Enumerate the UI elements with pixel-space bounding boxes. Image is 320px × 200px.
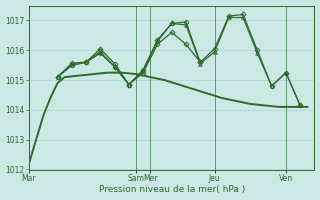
X-axis label: Pression niveau de la mer( hPa ): Pression niveau de la mer( hPa )	[99, 185, 245, 194]
